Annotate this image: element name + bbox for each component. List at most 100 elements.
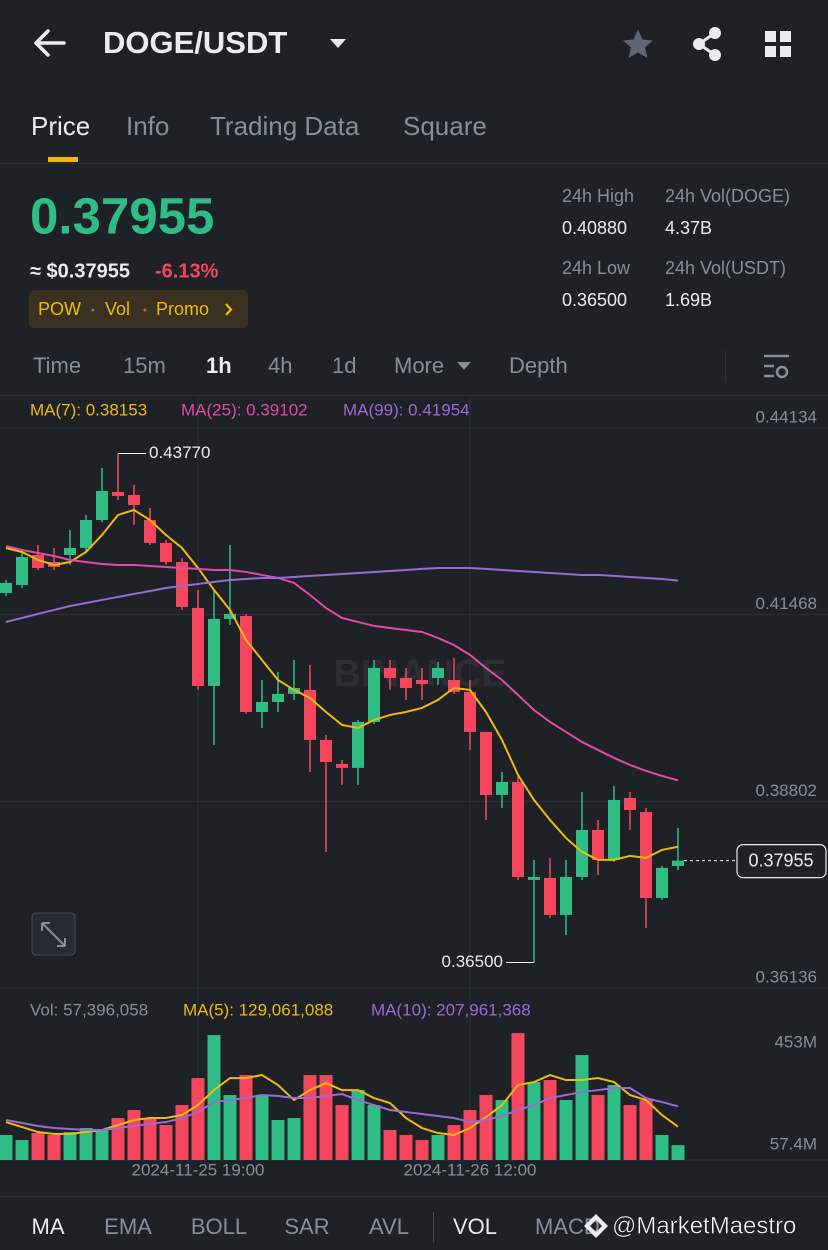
low-marker-label: 0.36500 [442,952,503,971]
pair-caret[interactable] [330,39,346,48]
volume-bar [543,1080,557,1160]
chart-settings-icon[interactable] [764,354,789,379]
volume-bar [15,1140,29,1160]
volume-bar [127,1110,141,1160]
volume-bar [463,1110,477,1160]
back-button[interactable] [34,29,66,57]
interval[interactable]: 15m [123,353,166,378]
fullscreen-arrows [41,922,66,947]
more-caret [457,362,471,370]
interval[interactable]: Time [33,353,81,378]
divider [725,350,726,382]
tag-box[interactable] [29,290,248,328]
volume-ma-legend: MA(5): 129,061,088 [183,1000,333,1019]
volume-ma-legend: MA(10): 207,961,368 [371,1000,531,1019]
candle-body [448,679,460,692]
favorite-icon[interactable] [623,29,653,58]
divider [0,1196,828,1197]
candle-body [384,667,396,678]
volume-bar [335,1105,349,1160]
y-tick-label: 0.36136 [756,967,817,986]
watermark-text: @MarketMaestro [612,1212,796,1239]
candle-body [352,721,364,768]
volume-bar [319,1075,333,1160]
price-change: -6.13% [155,260,219,282]
tag: Promo [156,299,209,319]
grid-menu-icon[interactable] [765,31,791,57]
indicator[interactable]: SAR [284,1214,329,1239]
tag-separator [91,308,95,312]
stat-label: 24h Vol(DOGE) [665,186,790,206]
candle-body [368,667,380,722]
fullscreen-button[interactable] [31,912,76,956]
indicator[interactable]: BOLL [191,1214,247,1239]
indicator[interactable]: EMA [104,1214,152,1239]
tab[interactable]: Square [403,111,487,141]
ma-line [5,566,679,623]
volume-bar [431,1135,445,1160]
volume-bar [623,1105,637,1160]
divider [433,1212,434,1242]
candle-body [640,811,652,898]
candle-body [208,618,220,686]
interval[interactable]: Depth [509,353,568,378]
interval[interactable]: More [394,353,444,378]
candle-body [16,556,28,585]
ma-line [5,508,679,861]
volume-bar [575,1055,589,1160]
stat-value: 0.36500 [562,290,627,310]
interval[interactable]: 1d [332,353,356,378]
y-tick-label: 0.41468 [756,594,817,613]
candle-body [64,547,76,555]
volume-bar [479,1095,493,1160]
candle-body [496,781,508,795]
candle-body [176,561,188,607]
candle-body [480,731,492,795]
candle-body [656,867,668,898]
volume-bar [143,1118,157,1160]
candle-body [672,860,684,866]
candle-body [272,693,284,702]
candle-body [320,739,332,762]
indicator[interactable]: AVL [369,1214,409,1239]
tab[interactable]: Trading Data [210,111,360,141]
share-icon[interactable] [693,27,721,61]
volume-bar [223,1095,237,1160]
candle-body [304,689,316,740]
tab[interactable]: Info [126,111,169,141]
tab[interactable]: Price [31,111,90,141]
candle-body [592,829,604,860]
tag: POW [38,299,81,319]
volume-bar [447,1125,461,1160]
indicator[interactable]: VOL [453,1214,497,1239]
volume-bar [415,1140,429,1160]
grid-cell [765,46,776,57]
candle-body [112,491,124,496]
y-tick-label: 453M [774,1033,817,1052]
watermark-logo [584,1214,608,1238]
last-price: 0.37955 [30,187,214,244]
volume-bar [159,1125,173,1160]
volume-bar [303,1075,317,1160]
pair-title[interactable]: DOGE/USDT [103,25,287,60]
candle-body [128,494,140,506]
indicator[interactable]: MA [32,1214,65,1239]
stat-value: 4.37B [665,218,712,238]
usd-price: ≈ $0.37955 [30,260,130,282]
candle-body [528,876,540,880]
back-arrow [34,29,66,57]
volume-bar [671,1145,685,1160]
chart-watermark: BINANCE [333,653,506,695]
stat-label: 24h High [562,186,634,206]
volume-bar [95,1130,109,1160]
interval[interactable]: 1h [206,353,232,378]
volume-bar [271,1120,285,1160]
volume-bar [191,1078,205,1160]
y-tick-label: 57.4M [770,1135,817,1154]
interval[interactable]: 4h [268,353,292,378]
volume-bar [47,1135,61,1160]
settings-lines [764,354,789,378]
candle-body [240,615,252,712]
